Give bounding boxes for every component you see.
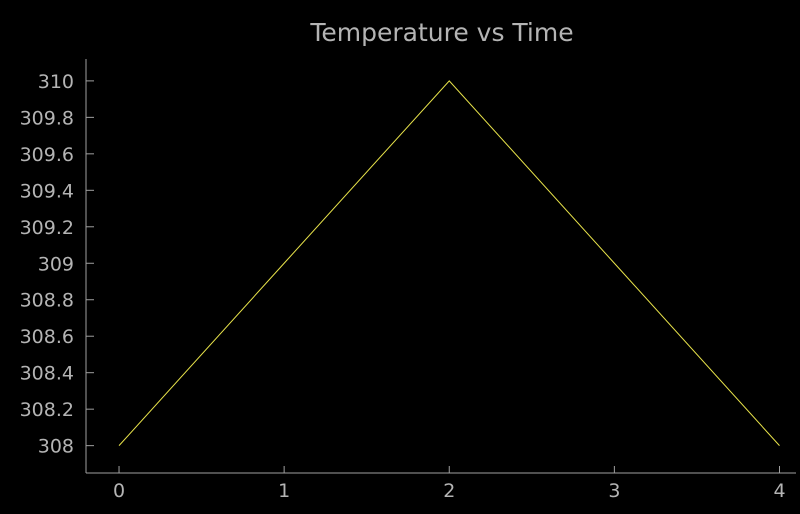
y-tick-label: 309.8: [20, 107, 74, 129]
y-tick-label: 309.2: [20, 217, 74, 239]
x-tick-label: 1: [278, 480, 290, 502]
y-tick-label: 309.6: [20, 144, 74, 166]
x-tick-label: 2: [443, 480, 455, 502]
chart-title: Temperature vs Time: [309, 18, 573, 47]
series-line: [118, 80, 780, 446]
y-tick-label: 310: [38, 71, 74, 93]
y-tick-label: 308.2: [20, 399, 74, 421]
y-tick-label: 308: [38, 436, 74, 458]
y-tick-label: 308.4: [20, 363, 74, 385]
x-tick-label: 4: [773, 480, 785, 502]
axes: 308 308.2 308.4 308.6 308.8 309 309.2 309.4 309.…: [20, 59, 796, 502]
x-tick-label: 0: [113, 480, 125, 502]
y-tick-label: 309: [38, 253, 74, 275]
x-tick-label: 3: [608, 480, 620, 502]
y-tick-label: 308.6: [20, 326, 74, 348]
y-tick-label: 308.8: [20, 290, 74, 312]
y-tick-label: 309.4: [20, 180, 74, 202]
series-group: [118, 80, 780, 446]
